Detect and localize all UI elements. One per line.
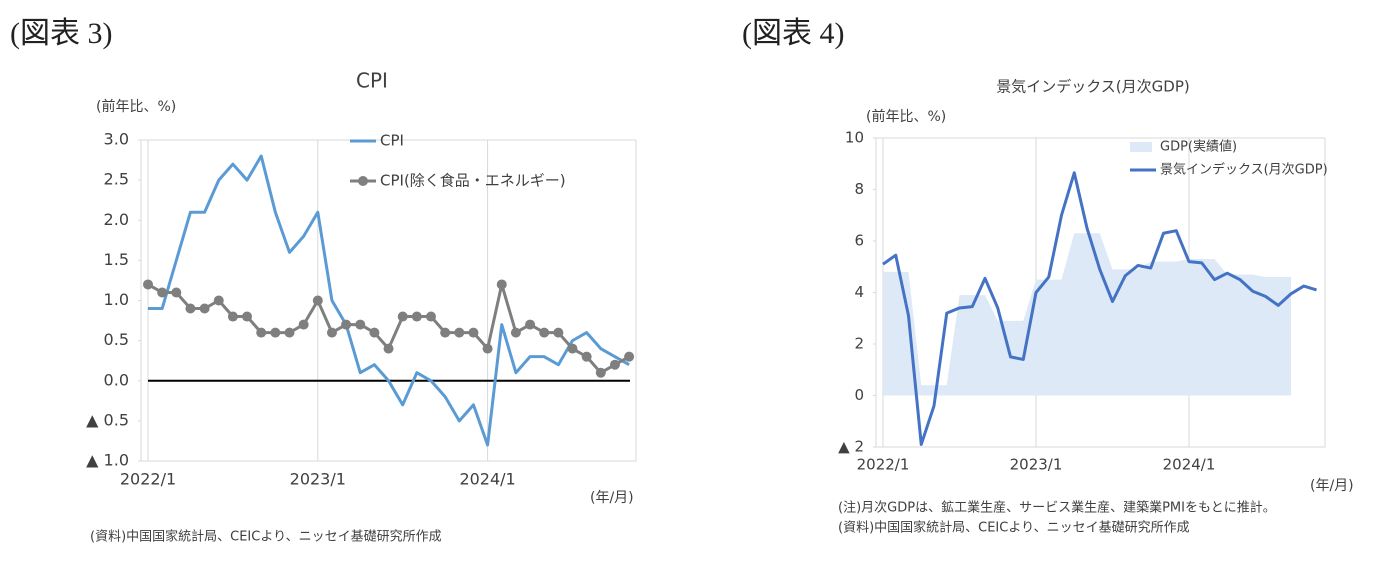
marker xyxy=(397,311,408,322)
figure-label: (図表 3) xyxy=(10,17,112,50)
marker xyxy=(341,319,352,330)
marker xyxy=(326,327,337,338)
marker xyxy=(312,295,323,306)
y-tick-label: 0.5 xyxy=(104,330,129,349)
x-tick-label: 2022/1 xyxy=(857,456,910,474)
marker xyxy=(567,343,578,354)
marker xyxy=(411,311,422,322)
area xyxy=(883,233,1291,396)
legend-swatch xyxy=(1130,142,1152,152)
y-tick-label: 2.0 xyxy=(104,210,129,229)
line xyxy=(882,171,1317,446)
marker xyxy=(440,327,451,338)
marker xyxy=(256,327,267,338)
y-tick-label: 8 xyxy=(854,180,864,198)
marker xyxy=(185,303,196,314)
marker xyxy=(213,295,224,306)
figure-label: (図表 4) xyxy=(742,17,844,50)
marker xyxy=(383,343,394,354)
y-tick-label: 6 xyxy=(854,232,864,250)
x-tick-label: 2024/1 xyxy=(459,470,515,489)
x-axis-label: (年/月) xyxy=(1310,478,1354,494)
legend-label: CPI(除く食品・エネルギー) xyxy=(380,172,566,190)
marker xyxy=(143,279,153,290)
marker xyxy=(454,327,465,338)
y-axis-label: (前年比、%) xyxy=(96,98,176,115)
legend-marker xyxy=(358,176,368,186)
x-tick-label: 2024/1 xyxy=(1163,456,1216,474)
marker xyxy=(242,311,253,322)
chart-title: 景気インデックス(月次GDP) xyxy=(996,78,1189,96)
legend-label: CPI xyxy=(380,132,404,150)
marker xyxy=(355,319,366,330)
marker xyxy=(581,351,592,362)
x-tick-label: 2022/1 xyxy=(120,470,176,489)
y-tick-label: 1.5 xyxy=(104,250,129,269)
marker xyxy=(539,327,550,338)
legend-label: 景気インデックス(月次GDP) xyxy=(1160,162,1328,178)
marker xyxy=(468,327,479,338)
y-tick-label: 4 xyxy=(854,283,864,301)
marker xyxy=(426,311,436,322)
marker xyxy=(496,279,507,290)
note: (注)月次GDPは、鉱工業生産、サービス業生産、建築業PMIをもとに推計。 xyxy=(838,500,1276,516)
legend-label: GDP(実績値) xyxy=(1160,139,1237,155)
x-axis-label: (年/月) xyxy=(590,490,634,506)
y-tick-label: ▲ 1.0 xyxy=(86,451,129,470)
marker xyxy=(171,287,182,298)
marker xyxy=(270,327,281,338)
chart-title: CPI xyxy=(356,69,388,93)
marker xyxy=(482,343,493,354)
marker xyxy=(298,319,309,330)
marker xyxy=(157,287,168,298)
marker xyxy=(510,327,521,338)
line xyxy=(148,154,630,447)
x-tick-label: 2023/1 xyxy=(1010,456,1063,474)
y-tick-label: 10 xyxy=(845,129,864,147)
x-tick-label: 2023/1 xyxy=(290,470,346,489)
y-axis-label: (前年比、%) xyxy=(866,108,946,125)
marker xyxy=(553,327,564,338)
marker xyxy=(199,303,210,314)
y-tick-label: 2.5 xyxy=(104,170,129,189)
marker xyxy=(525,319,536,330)
note: (資料)中国国家統計局、CEICより、ニッセイ基礎研究所作成 xyxy=(90,529,442,545)
marker xyxy=(595,367,606,378)
y-tick-label: 0 xyxy=(854,386,864,404)
marker xyxy=(609,359,620,370)
marker xyxy=(369,327,380,338)
marker xyxy=(227,311,238,322)
y-tick-label: ▲ 2 xyxy=(838,438,864,456)
y-tick-label: 2 xyxy=(854,335,864,353)
y-tick-label: 1.0 xyxy=(104,290,129,309)
y-tick-label: ▲ 0.5 xyxy=(86,410,129,429)
y-tick-label: 0.0 xyxy=(104,370,129,389)
note: (資料)中国国家統計局、CEICより、ニッセイ基礎研究所作成 xyxy=(838,520,1190,536)
marker xyxy=(284,327,295,338)
marker xyxy=(624,351,635,362)
y-tick-label: 3.0 xyxy=(104,130,129,149)
